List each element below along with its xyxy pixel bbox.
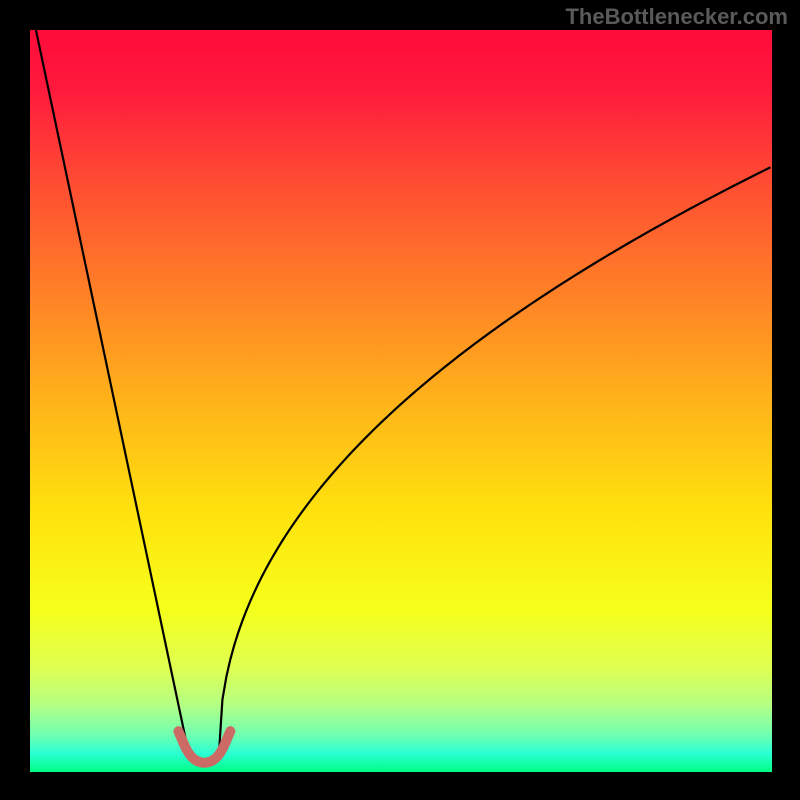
- gradient-background: [30, 30, 772, 772]
- plot-frame: [30, 30, 772, 772]
- watermark-label: TheBottlenecker.com: [565, 4, 788, 30]
- plot-svg: [30, 30, 772, 772]
